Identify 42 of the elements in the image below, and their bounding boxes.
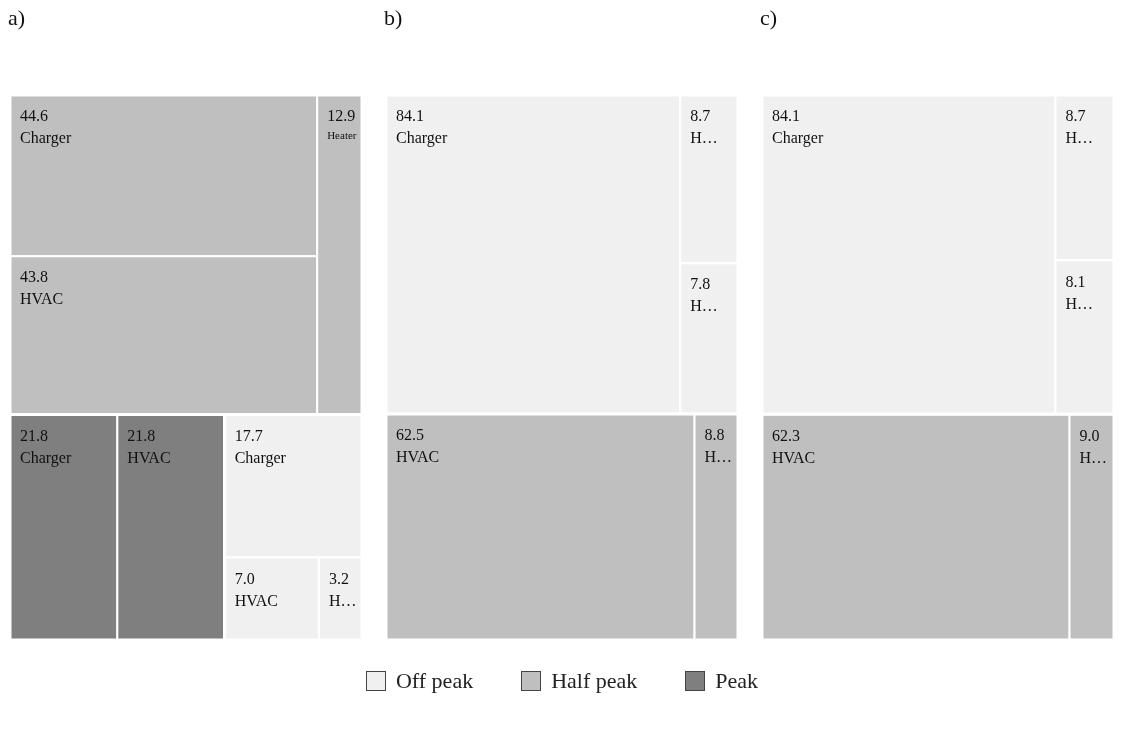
text: a) — [8, 4, 26, 30]
data-label: 7.8 — [690, 275, 711, 293]
data-label: 21.8 — [20, 426, 48, 444]
category-label: Charger — [772, 129, 824, 148]
category-label: H… — [690, 129, 718, 147]
data-label: 8.7 — [690, 107, 711, 125]
legend-label: Peak — [715, 668, 759, 694]
text: c) — [760, 4, 778, 30]
data-label: 7.0 — [234, 569, 255, 587]
data-label: 17.7 — [234, 426, 263, 444]
data-label: 21.8 — [127, 426, 156, 444]
data-label: 3.2 — [328, 569, 349, 587]
category-label: H… — [1065, 294, 1093, 312]
category-label: HVAC — [127, 448, 171, 466]
data-label: 8.1 — [1065, 272, 1086, 290]
text: Off peak — [395, 668, 474, 694]
category-label: Charger — [20, 448, 72, 467]
data-label: 44.6 — [20, 107, 48, 125]
text: b) — [384, 4, 403, 30]
category-label: Charger — [396, 129, 448, 148]
category-label: H… — [328, 591, 357, 609]
category-label: Charger — [20, 129, 72, 148]
data-label: 62.3 — [772, 426, 800, 444]
category-label: H… — [690, 297, 718, 315]
category-label: HVAC — [20, 290, 64, 308]
category-label: H… — [1079, 448, 1108, 466]
data-label: 62.5 — [396, 426, 424, 444]
data-label: 9.0 — [1079, 426, 1100, 444]
category-label: HVAC — [396, 448, 440, 466]
category-label: HVAC — [772, 448, 816, 466]
data-label: 43.8 — [20, 268, 48, 286]
legend-label: Half peak — [551, 668, 638, 694]
category-label: H… — [1065, 129, 1093, 147]
category-label: HVAC — [234, 591, 278, 609]
category-label: Charger — [234, 448, 287, 467]
data-label: 12.9 — [327, 107, 356, 125]
category-label: Heater — [327, 129, 357, 142]
data-label: 84.1 — [772, 107, 800, 125]
data-label: 8.8 — [704, 426, 725, 444]
data-label: 8.7 — [1065, 107, 1086, 125]
data-label: 84.1 — [396, 107, 424, 125]
category-label: H… — [704, 448, 733, 466]
